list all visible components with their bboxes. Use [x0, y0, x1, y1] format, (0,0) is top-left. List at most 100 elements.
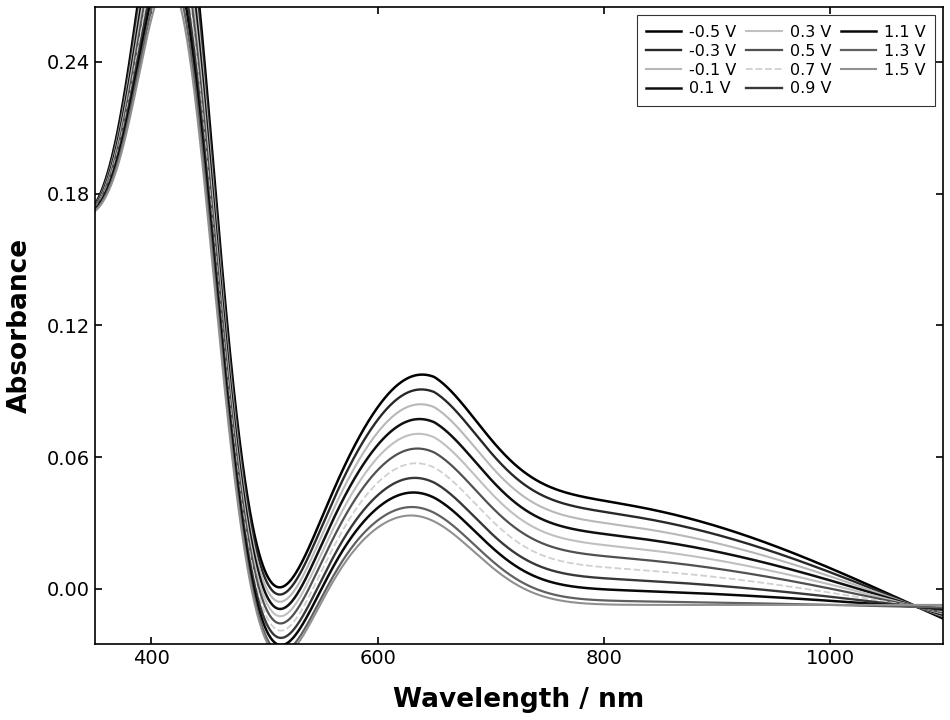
0.3 V: [89, 203, 101, 212]
1.3 V: [503, 570, 514, 578]
-0.1 V: [938, 612, 949, 621]
0.7 V: [913, 603, 924, 611]
0.3 V: [913, 603, 924, 611]
1.5 V: [276, 652, 287, 660]
1.5 V: [758, 600, 770, 609]
Line: -0.5 V: -0.5 V: [95, 0, 943, 618]
1.3 V: [914, 603, 925, 611]
0.7 V: [89, 204, 101, 213]
0.1 V: [913, 603, 924, 612]
0.9 V: [913, 603, 924, 611]
0.7 V: [758, 579, 770, 588]
-0.1 V: [480, 455, 491, 464]
X-axis label: Wavelength / nm: Wavelength / nm: [393, 687, 645, 713]
1.1 V: [503, 557, 514, 565]
-0.5 V: [132, 0, 143, 5]
-0.3 V: [480, 441, 491, 450]
0.5 V: [89, 204, 101, 212]
-0.3 V: [132, 4, 143, 13]
0.7 V: [938, 607, 949, 616]
1.5 V: [89, 207, 101, 215]
1.5 V: [132, 74, 143, 83]
Line: 0.3 V: 0.3 V: [95, 0, 943, 616]
-0.1 V: [913, 603, 924, 612]
0.3 V: [132, 28, 143, 37]
Line: -0.1 V: -0.1 V: [95, 0, 943, 616]
1.3 V: [89, 206, 101, 215]
1.1 V: [276, 641, 287, 649]
0.5 V: [132, 36, 143, 45]
1.3 V: [480, 551, 491, 559]
0.9 V: [503, 544, 514, 552]
Line: 0.5 V: 0.5 V: [95, 0, 943, 624]
0.7 V: [503, 531, 514, 539]
-0.3 V: [913, 603, 924, 612]
0.9 V: [480, 523, 491, 532]
Legend: -0.5 V, -0.3 V, -0.1 V, 0.1 V, 0.3 V, 0.5 V, 0.7 V, 0.9 V, 1.1 V, 1.3 V, 1.5 V: -0.5 V, -0.3 V, -0.1 V, 0.1 V, 0.3 V, 0.…: [636, 15, 935, 106]
0.9 V: [89, 205, 101, 214]
1.3 V: [132, 67, 143, 76]
1.5 V: [913, 600, 924, 609]
0.5 V: [914, 603, 925, 612]
-0.5 V: [757, 537, 769, 546]
0.7 V: [276, 626, 287, 635]
0.1 V: [480, 469, 491, 477]
1.3 V: [913, 603, 924, 611]
Line: -0.3 V: -0.3 V: [95, 0, 943, 617]
1.5 V: [503, 575, 514, 584]
1.1 V: [132, 59, 143, 68]
0.9 V: [132, 51, 143, 60]
0.5 V: [480, 497, 491, 505]
Line: 1.1 V: 1.1 V: [95, 0, 943, 645]
0.3 V: [275, 612, 286, 621]
0.5 V: [758, 572, 770, 580]
1.1 V: [89, 205, 101, 214]
0.3 V: [758, 565, 770, 574]
1.5 V: [938, 600, 949, 609]
1.1 V: [758, 593, 770, 601]
-0.3 V: [913, 603, 924, 612]
Line: 1.3 V: 1.3 V: [95, 0, 943, 652]
0.9 V: [276, 634, 287, 642]
0.5 V: [938, 608, 949, 617]
-0.5 V: [89, 200, 101, 209]
0.9 V: [914, 603, 925, 611]
Line: 0.1 V: 0.1 V: [95, 0, 943, 615]
0.1 V: [913, 603, 924, 611]
-0.5 V: [480, 428, 491, 437]
-0.1 V: [132, 12, 143, 21]
0.1 V: [938, 611, 949, 619]
0.1 V: [502, 492, 513, 500]
0.3 V: [938, 609, 949, 618]
0.3 V: [503, 505, 514, 514]
0.3 V: [914, 603, 925, 612]
0.1 V: [132, 20, 143, 29]
-0.5 V: [502, 454, 513, 462]
1.1 V: [480, 537, 491, 546]
0.3 V: [480, 483, 491, 492]
0.1 V: [757, 558, 769, 567]
-0.3 V: [89, 201, 101, 210]
-0.5 V: [913, 603, 924, 612]
0.5 V: [503, 518, 514, 526]
-0.5 V: [938, 614, 949, 623]
0.1 V: [89, 202, 101, 211]
-0.3 V: [938, 613, 949, 621]
1.3 V: [938, 603, 949, 612]
-0.1 V: [89, 202, 101, 210]
1.3 V: [276, 648, 287, 657]
Line: 1.5 V: 1.5 V: [95, 0, 943, 656]
1.1 V: [914, 603, 925, 611]
-0.1 V: [502, 479, 513, 487]
0.7 V: [132, 44, 143, 53]
1.5 V: [480, 558, 491, 567]
1.5 V: [914, 600, 925, 609]
0.5 V: [913, 603, 924, 611]
Line: 0.7 V: 0.7 V: [95, 0, 943, 631]
0.5 V: [275, 619, 286, 628]
1.3 V: [758, 599, 770, 608]
Y-axis label: Absorbance: Absorbance: [7, 238, 33, 413]
1.1 V: [938, 605, 949, 613]
-0.5 V: [913, 603, 924, 612]
Line: 0.9 V: 0.9 V: [95, 0, 943, 638]
